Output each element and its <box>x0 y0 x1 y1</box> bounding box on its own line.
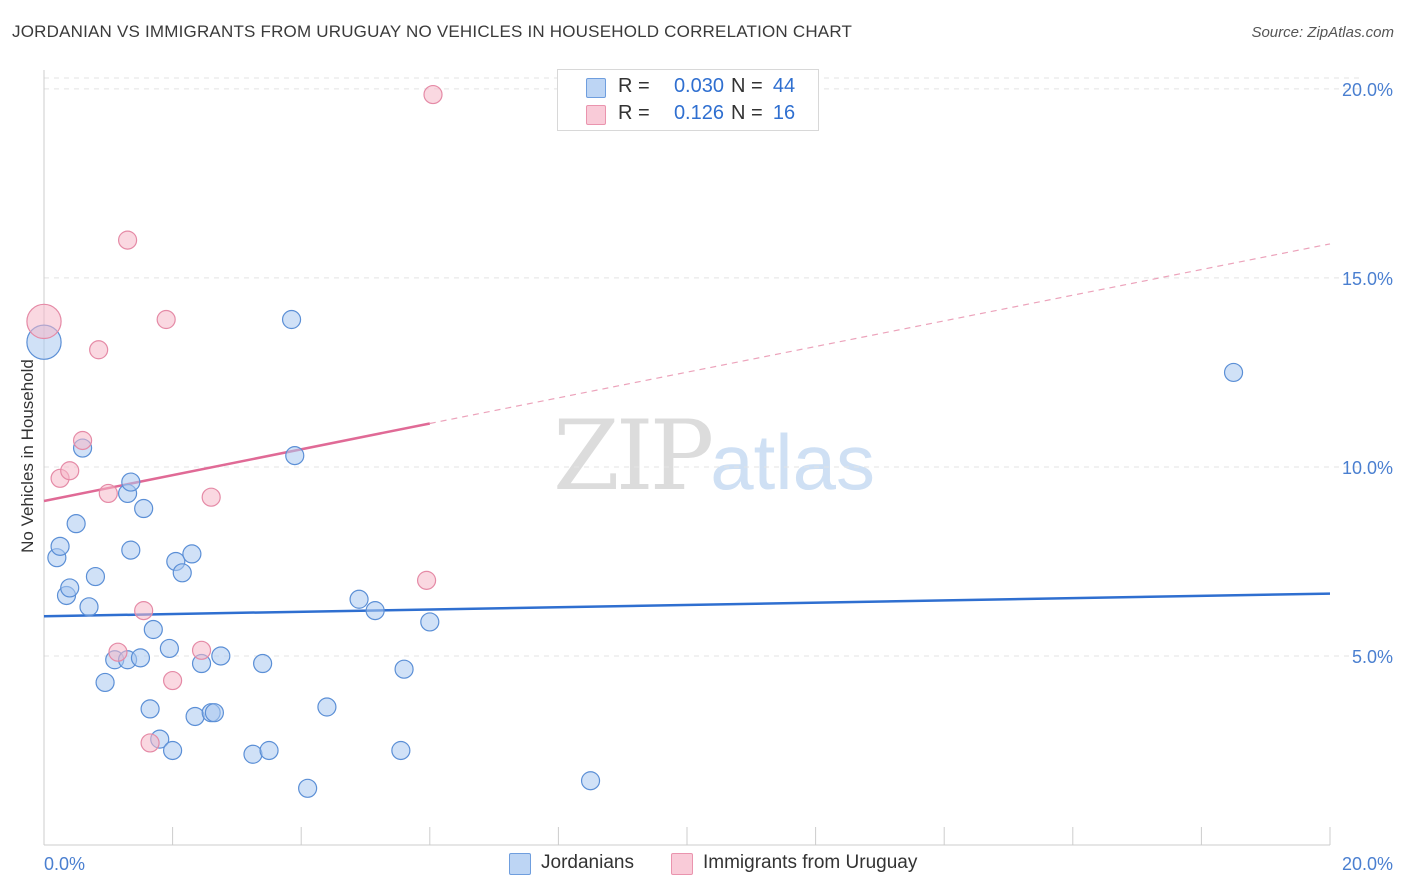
point-uruguay <box>191 640 212 660</box>
point-jordanians <box>259 740 279 761</box>
point-jordanians <box>285 446 305 466</box>
y-tick-label: 5.0% <box>1352 647 1393 667</box>
point-jordanians <box>121 540 141 560</box>
point-jordanians <box>140 699 160 719</box>
point-jordanians <box>391 740 411 761</box>
point-jordanians <box>349 589 369 609</box>
point-jordanians <box>121 472 141 492</box>
point-jordanians <box>143 619 163 640</box>
legend-n-value: 16 <box>772 102 796 124</box>
point-jordanians <box>420 612 440 632</box>
point-uruguay <box>156 309 176 330</box>
legend-n-label: N = <box>731 102 763 124</box>
point-jordanians <box>172 563 192 583</box>
point-jordanians <box>281 309 302 330</box>
series-swatch-jordanians <box>509 853 531 875</box>
point-jordanians <box>95 672 115 693</box>
point-jordanians <box>298 778 318 798</box>
point-uruguay <box>201 487 221 507</box>
point-jordanians <box>159 638 179 659</box>
point-jordanians <box>253 653 273 674</box>
point-jordanians <box>163 740 183 761</box>
y-tick-label: 20.0% <box>1342 80 1393 100</box>
point-uruguay <box>26 303 62 340</box>
point-jordanians <box>204 703 224 723</box>
point-jordanians <box>1223 362 1244 383</box>
watermark-zip: ZIP <box>553 400 714 512</box>
point-jordanians <box>211 646 231 666</box>
point-jordanians <box>66 514 86 534</box>
point-uruguay <box>140 733 160 753</box>
legend-r-value: 0.126 <box>673 102 724 124</box>
trend-extension-1 <box>429 243 1331 425</box>
point-jordanians <box>50 536 70 556</box>
y-tick-label: 15.0% <box>1342 269 1393 289</box>
point-jordanians <box>365 601 385 621</box>
series-swatch-uruguay <box>671 853 693 875</box>
tick-labels: 5.0% 10.0% 15.0% 20.0% 0.0% 20.0% <box>44 80 1393 874</box>
source-credit: Source: ZipAtlas.com <box>1251 24 1394 41</box>
point-jordanians <box>580 771 601 791</box>
point-jordanians <box>243 744 263 764</box>
x-tick-label: 0.0% <box>44 854 85 874</box>
watermark-atlas: atlas <box>710 418 875 506</box>
point-jordanians <box>79 597 99 617</box>
chart-title: JORDANIAN VS IMMIGRANTS FROM URUGUAY NO … <box>12 22 853 41</box>
legend-swatch-jordanians <box>586 78 606 98</box>
legend-n-label: N = <box>731 75 763 97</box>
point-uruguay <box>163 670 183 691</box>
point-jordanians <box>182 544 202 564</box>
legend-r-value: 0.030 <box>673 75 724 97</box>
trend-line-0 <box>43 592 1331 618</box>
point-uruguay <box>72 430 93 451</box>
point-uruguay <box>89 340 109 360</box>
point-uruguay <box>134 601 154 621</box>
series-label-uruguay: Immigrants from Uruguay <box>703 852 918 873</box>
data-points <box>26 84 1244 798</box>
point-uruguay <box>98 483 118 504</box>
axes <box>43 70 1331 846</box>
legend-r-label: R = <box>618 102 650 124</box>
point-uruguay <box>423 84 443 105</box>
point-jordanians <box>60 578 80 598</box>
point-uruguay <box>117 230 138 250</box>
point-uruguay <box>60 461 80 481</box>
legend-n-value: 44 <box>772 75 796 97</box>
point-uruguay <box>108 642 128 662</box>
point-jordanians <box>394 659 414 679</box>
series-label-jordanians: Jordanians <box>541 852 634 873</box>
legend-r-label: R = <box>618 75 650 97</box>
point-uruguay <box>416 570 437 590</box>
y-tick-label: 10.0% <box>1342 458 1393 478</box>
x-tick-label: 20.0% <box>1342 854 1393 874</box>
point-jordanians <box>85 566 106 587</box>
legend-swatch-uruguay <box>586 105 606 125</box>
point-jordanians <box>134 498 154 519</box>
trend-lines <box>43 243 1331 618</box>
point-jordanians <box>185 706 205 727</box>
watermark: ZIPatlas <box>553 400 875 512</box>
point-jordanians <box>130 648 151 668</box>
grid-lines <box>44 77 1360 657</box>
correlation-legend: R = 0.030 N = 44 R = 0.126 N = 16 <box>557 69 819 131</box>
point-jordanians <box>317 697 337 717</box>
